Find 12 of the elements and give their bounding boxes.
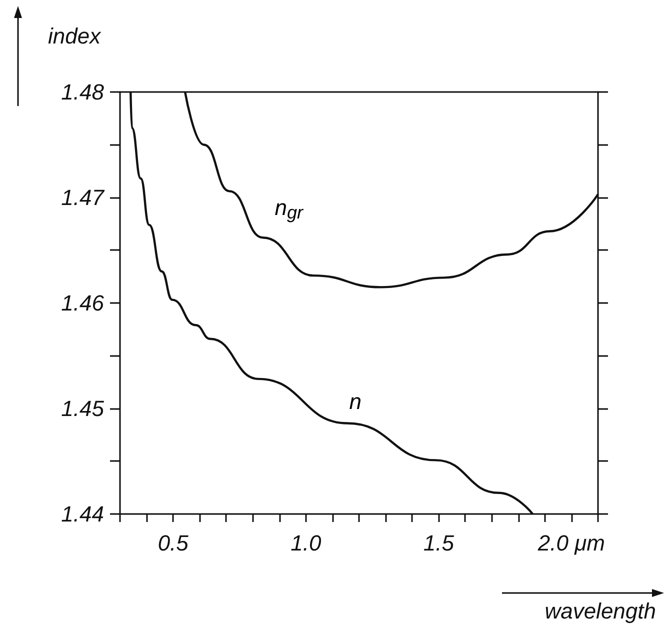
x-tick-label: 1.0: [290, 530, 322, 556]
series-label: n: [349, 388, 362, 414]
x-axis-title: wavelength: [544, 598, 656, 624]
y-axis-title: index: [48, 24, 102, 48]
y-tick-label: 1.44: [61, 502, 104, 526]
y-tick-label: 1.46: [61, 290, 105, 316]
x-tick-label: 1.5: [423, 530, 455, 556]
x-tick-label: 0.5: [158, 530, 190, 556]
y-tick-label: 1.48: [61, 80, 105, 104]
y-tick-label: 1.45: [61, 396, 105, 421]
y-tick-label: 1.47: [61, 185, 105, 210]
x-tick-label: 2.0 μm: [536, 530, 605, 556]
